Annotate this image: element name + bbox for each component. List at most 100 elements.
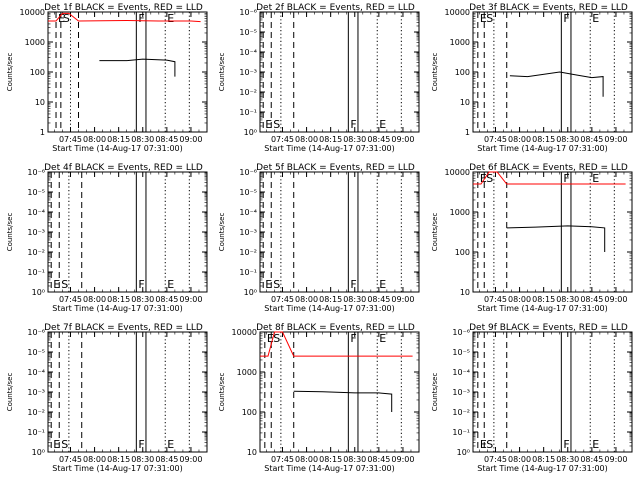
panel-title: Det 1f BLACK = Events, RED = LLD <box>44 3 203 13</box>
x-tick-label: 09:00 <box>391 455 414 464</box>
x-tick-label: 08:00 <box>295 455 318 464</box>
y-tick-label: 10 <box>35 98 45 107</box>
x-tick-label: 07:45 <box>59 295 82 304</box>
x-tick-label: 08:15 <box>107 295 130 304</box>
y-tick-label: 10000 <box>20 8 45 17</box>
y-tick-label: 10000 <box>445 168 470 177</box>
x-tick-label: 08:30 <box>131 295 154 304</box>
panel-det-5: Det 5f BLACK = Events, RED = LLD 10⁰ 10⁻¹ 1… <box>218 163 420 313</box>
marker-label: E <box>379 332 386 345</box>
marker-label: E <box>592 172 599 185</box>
marker-label: S <box>273 278 280 291</box>
marker-label: S <box>61 278 68 291</box>
y-tick-label: 10⁻⁴ <box>452 368 470 377</box>
marker-label: F <box>563 12 569 25</box>
x-tick-label: 08:15 <box>532 455 555 464</box>
y-tick-label: 10000 <box>232 328 257 337</box>
y-tick-label: 10⁻⁵ <box>452 348 470 357</box>
x-tick-label: 08:45 <box>367 295 390 304</box>
x-tick-label: 07:45 <box>484 295 507 304</box>
x-tick-label: 08:15 <box>107 455 130 464</box>
marker-label: E <box>167 12 174 25</box>
x-tick-label: 08:30 <box>343 295 366 304</box>
x-tick-label: 08:45 <box>367 135 390 144</box>
y-axis-label: Counts/sec <box>431 53 439 92</box>
marker-label: E <box>480 12 487 25</box>
x-tick-label: 08:30 <box>556 135 579 144</box>
marker-label: E <box>480 172 487 185</box>
x-tick-label: 08:15 <box>532 295 555 304</box>
x-tick-label: 08:30 <box>343 135 366 144</box>
y-tick-label: 10⁻² <box>452 408 470 417</box>
x-axis-label: Start Time (14-Aug-17 07:31:00) <box>264 464 395 473</box>
x-tick-label: 08:00 <box>83 455 106 464</box>
x-tick-label: 07:45 <box>59 455 82 464</box>
y-tick-label: 10⁻³ <box>27 228 45 237</box>
y-axis-label: Counts/sec <box>218 373 226 412</box>
x-tick-label: 07:45 <box>271 295 294 304</box>
y-axis-label: Counts/sec <box>431 213 439 252</box>
y-tick-label: 10⁻³ <box>452 388 470 397</box>
x-tick-label: 08:45 <box>580 295 603 304</box>
x-tick-label: 07:45 <box>484 455 507 464</box>
x-tick-label: 08:45 <box>580 135 603 144</box>
y-tick-label: 10 <box>247 448 257 457</box>
x-axis-label: Start Time (14-Aug-17 07:31:00) <box>264 304 395 313</box>
plot-frame <box>472 11 633 133</box>
marker-label: S <box>273 118 280 131</box>
y-tick-label: 10⁻⁴ <box>239 208 257 217</box>
x-tick-label: 08:30 <box>556 455 579 464</box>
panel-det-8: Det 8f BLACK = Events, RED = LLD 10 100 100… <box>218 323 420 473</box>
x-tick-label: 07:45 <box>271 455 294 464</box>
y-tick-label: 10⁻⁵ <box>239 28 257 37</box>
x-axis-label: Start Time (14-Aug-17 07:31:00) <box>52 464 183 473</box>
y-tick-label: 10000 <box>445 8 470 17</box>
marker-label: E <box>379 278 386 291</box>
marker-label: E <box>265 118 272 131</box>
x-tick-label: 09:00 <box>604 135 627 144</box>
x-tick-label: 08:30 <box>131 135 154 144</box>
y-axis-label: Counts/sec <box>6 53 14 92</box>
plot-frame <box>47 171 208 293</box>
series-lld <box>260 331 413 357</box>
marker-label: E <box>58 12 65 25</box>
x-tick-label: 09:00 <box>391 295 414 304</box>
panel-title: Det 2f BLACK = Events, RED = LLD <box>256 3 415 13</box>
y-tick-label: 1000 <box>450 38 470 47</box>
x-tick-label: 08:45 <box>580 455 603 464</box>
panel-title: Det 4f BLACK = Events, RED = LLD <box>44 163 203 173</box>
x-tick-label: 07:45 <box>59 135 82 144</box>
x-tick-label: 09:00 <box>179 455 202 464</box>
y-tick-label: 1000 <box>450 208 470 217</box>
x-tick-label: 09:00 <box>179 135 202 144</box>
plot-frame <box>259 11 420 133</box>
y-axis-label: Counts/sec <box>431 373 439 412</box>
marker-label: E <box>167 278 174 291</box>
x-tick-label: 08:45 <box>367 455 390 464</box>
marker-label: F <box>350 118 356 131</box>
x-tick-label: 07:45 <box>484 135 507 144</box>
panel-det-1: Det 1f BLACK = Events, RED = LLD 1 10 100 10… <box>6 3 208 153</box>
plot-frame <box>259 171 420 293</box>
x-axis-label: Start Time (14-Aug-17 07:31:00) <box>264 144 395 153</box>
marker-label: S <box>486 172 493 185</box>
y-tick-label: 10⁻¹ <box>27 268 45 277</box>
marker-label: E <box>53 278 60 291</box>
marker-label: S <box>486 438 493 451</box>
series-lld <box>473 171 626 185</box>
y-tick-label: 10⁻¹ <box>239 108 257 117</box>
y-tick-label: 10⁻⁶ <box>27 328 45 337</box>
marker-label: F <box>138 12 144 25</box>
x-tick-label: 09:00 <box>604 295 627 304</box>
y-tick-label: 10⁻³ <box>239 228 257 237</box>
x-tick-label: 07:45 <box>271 135 294 144</box>
x-tick-label: 08:15 <box>532 135 555 144</box>
y-tick-label: 10⁻⁶ <box>452 328 470 337</box>
y-tick-label: 10⁰ <box>244 288 257 297</box>
y-tick-label: 100 <box>242 408 257 417</box>
y-tick-label: 10 <box>460 288 470 297</box>
x-tick-label: 08:00 <box>295 135 318 144</box>
marker-label: S <box>486 12 493 25</box>
plot-frame <box>472 331 633 453</box>
